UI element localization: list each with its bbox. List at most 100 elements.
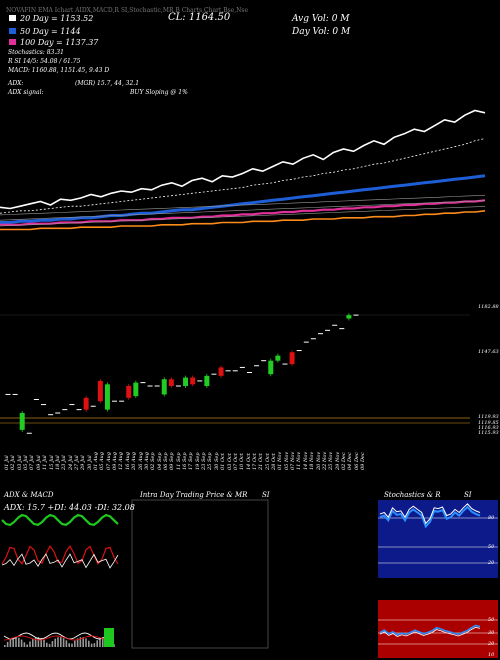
- stoch-tick-label: 30: [488, 630, 495, 636]
- macd-histogram-bar: [18, 637, 20, 647]
- macd-histogram-bar: [88, 640, 90, 647]
- adx-line: [1, 553, 119, 569]
- buy-label: BUY Sloping @ 1%: [130, 89, 188, 96]
- stochastics-label: Stochastics: 83.31: [8, 49, 64, 56]
- candle-down: [218, 367, 224, 376]
- macd-histogram-bar: [93, 643, 96, 647]
- macd-histogram-bar: [54, 638, 56, 647]
- candle-up: [204, 375, 210, 386]
- ma-series-200-day: [0, 210, 486, 231]
- day-vol-label: Day Vol: 0 M: [292, 27, 351, 37]
- macd-histogram-bar: [48, 644, 51, 647]
- macd-histogram-bar: [12, 637, 14, 647]
- candle-down: [168, 379, 174, 386]
- ma50-swatch: [9, 28, 16, 34]
- macd-histogram-bar: [29, 641, 31, 647]
- macd-histogram-bar: [60, 637, 62, 647]
- macd-histogram-bar: [20, 639, 23, 647]
- candle-tick-label: 1116.93: [478, 425, 499, 431]
- candle-down: [190, 377, 196, 385]
- ma-series-50-day: [0, 174, 486, 224]
- candle-down: [126, 386, 132, 398]
- macd-histogram-bar: [62, 638, 65, 647]
- macd-signal-line: [3, 635, 114, 641]
- candle-down: [289, 352, 295, 365]
- stoch-tick-label: 10: [488, 652, 495, 658]
- ma-band-1: [0, 195, 486, 216]
- macd-histogram-bar: [26, 644, 28, 647]
- candle-down: [83, 397, 89, 410]
- macd-histogram-bar: [96, 640, 98, 647]
- candle-up: [104, 384, 110, 410]
- adx-values: ADX: 15.7 +DI: 44.03 -DI: 32.08: [4, 503, 135, 512]
- candle-tick-label: 1115.93: [478, 430, 499, 436]
- intra-panel-title: Intra Day Trading Price & MR: [140, 491, 248, 499]
- mgr-label: (MGR) 15.7, 44, 32.1: [75, 80, 140, 87]
- macd-histogram-bar: [71, 643, 73, 647]
- macd-histogram-bar: [34, 637, 37, 647]
- macd-histogram-bar: [102, 637, 104, 647]
- adx-plus-di-line: [1, 513, 119, 527]
- candle-down: [97, 380, 103, 402]
- ma50-label: 50 Day = 1144: [20, 27, 81, 36]
- candle-up: [275, 355, 281, 361]
- stoch-tick-label: 50: [488, 617, 495, 623]
- adx-minus-di-line: [1, 544, 119, 565]
- candle-up: [183, 377, 189, 386]
- candle-tick-label: 1119.85: [478, 420, 499, 426]
- intra-panel-si: SI: [262, 491, 270, 499]
- close-label: CL: 1164.50: [168, 12, 231, 23]
- adx-panel-title: ADX & MACD: [4, 491, 54, 499]
- intra-day-box: [131, 499, 269, 649]
- ma100-label: 100 Day = 1137.37: [20, 38, 99, 47]
- macd-histogram-bar: [65, 640, 68, 647]
- macd-histogram-bar: [9, 639, 12, 647]
- rsi-line: [379, 624, 481, 636]
- ma100-swatch: [9, 39, 16, 45]
- candle-up: [161, 379, 167, 395]
- adx-signal-label: ADX signal:: [8, 89, 44, 96]
- candle-up: [346, 315, 352, 319]
- avg-vol-label: Avg Vol: 0 M: [292, 14, 350, 24]
- macd-histogram-bar: [43, 639, 45, 647]
- macd-histogram-bar: [79, 637, 82, 647]
- macd-histogram-bar: [85, 638, 87, 647]
- watermark: NOVAFIN EMA Ichart AIDX,MACD,R SI,Stocha…: [6, 7, 249, 14]
- macd-histogram-bar: [32, 638, 34, 647]
- candle-tick-label: 1182.88: [478, 304, 499, 310]
- macd-histogram-bar: [76, 638, 79, 647]
- ma-band-0: [0, 200, 486, 221]
- macd-histogram-bar: [90, 643, 93, 647]
- ma-band-2: [0, 206, 486, 227]
- macd-label: MACD: 1160.88, 1151.45, 9.43 D: [8, 67, 110, 74]
- stoch-panel-title: Stochastics & R: [384, 491, 441, 499]
- ma20-swatch: [9, 15, 16, 21]
- ma-series-price: [0, 109, 486, 210]
- macd-histogram-bar: [6, 641, 9, 647]
- candle-up: [268, 360, 274, 375]
- macd-histogram-bar: [40, 637, 42, 647]
- macd-line: [3, 632, 114, 640]
- stoch-tick-label: 20: [488, 641, 495, 647]
- macd-green-bar: [104, 628, 114, 647]
- rsi-label: R SI 14/5: 54.08 / 61.75: [8, 58, 81, 65]
- adx-label: ADX:: [8, 80, 24, 87]
- macd-histogram-bar: [57, 637, 59, 647]
- candle-tick-label: 1119.93: [478, 414, 499, 420]
- stoch-d-line: [379, 505, 481, 529]
- macd-histogram-bar: [82, 637, 84, 647]
- stoch-tick-label: 50: [488, 544, 495, 550]
- candle-up: [133, 382, 139, 397]
- stoch-box: [378, 500, 498, 578]
- stoch-tick-label: 20: [488, 560, 495, 566]
- ma20-label: 20 Day = 1153.52: [20, 14, 94, 23]
- macd-histogram-bar: [15, 637, 17, 647]
- macd-histogram-bar: [74, 640, 76, 647]
- ma-series-20-day: [0, 138, 486, 214]
- macd-histogram-bar: [37, 637, 40, 647]
- macd-histogram-bar: [68, 643, 70, 647]
